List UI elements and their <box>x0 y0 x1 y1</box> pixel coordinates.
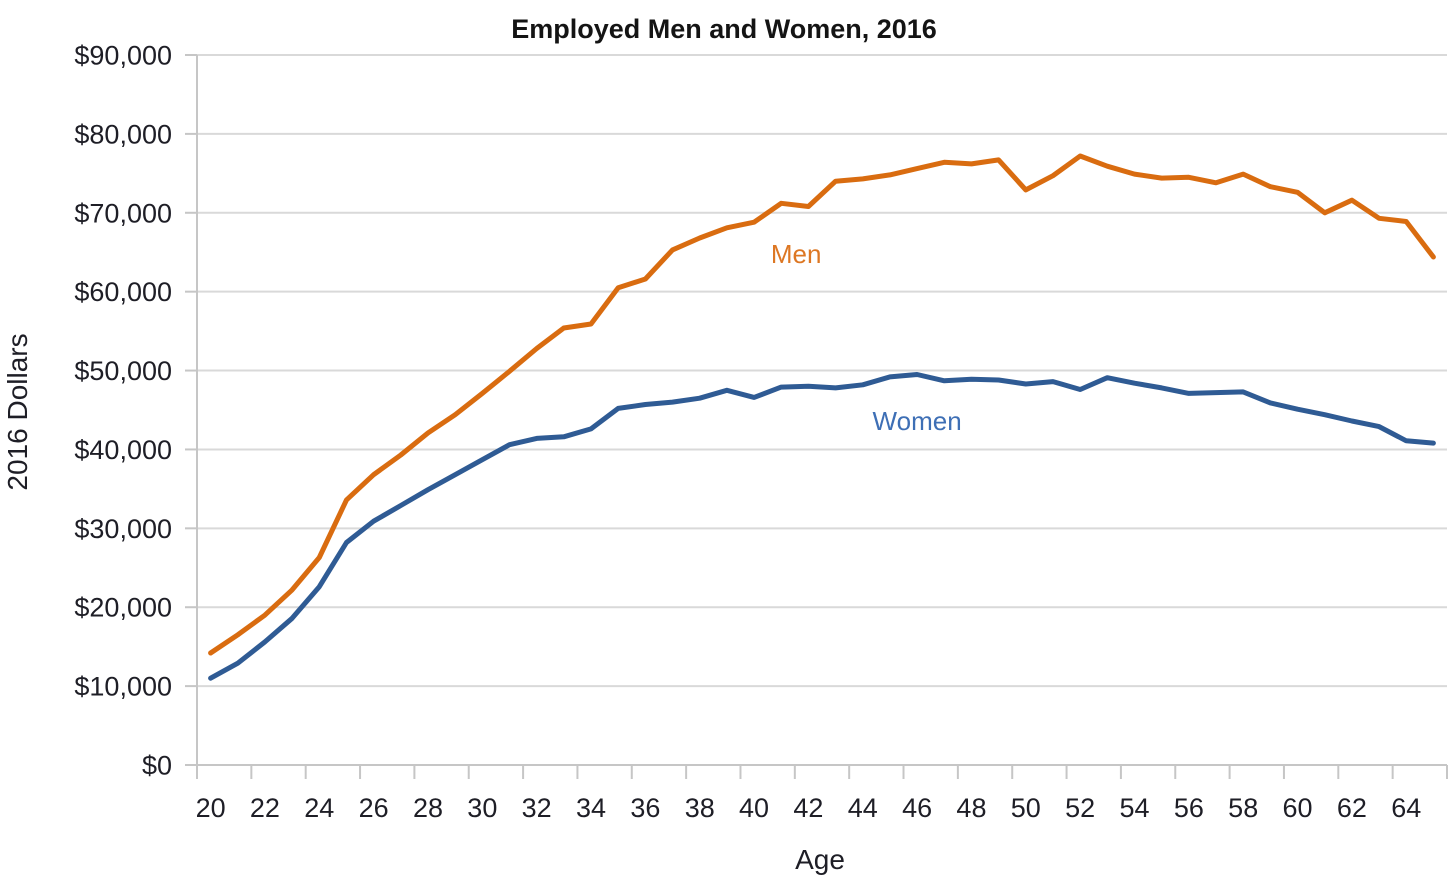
x-tick-label: 30 <box>467 793 497 823</box>
y-tick-label: $60,000 <box>74 277 172 307</box>
x-tick-label: 58 <box>1228 793 1258 823</box>
x-tick-label: 20 <box>196 793 226 823</box>
y-axis-title: 2016 Dollars <box>2 333 33 490</box>
x-tick-label: 28 <box>413 793 443 823</box>
women-line <box>208 372 1436 681</box>
chart-title: Employed Men and Women, 2016 <box>511 14 937 44</box>
x-tick-label: 24 <box>304 793 334 823</box>
y-tick-label: $30,000 <box>74 514 172 544</box>
x-tick-label: 48 <box>956 793 986 823</box>
x-tick-label: 40 <box>739 793 769 823</box>
x-tick-label: 56 <box>1174 793 1204 823</box>
x-tick-label: 22 <box>250 793 280 823</box>
x-tick-label: 34 <box>576 793 606 823</box>
x-tick-label: 60 <box>1283 793 1313 823</box>
x-tick-label: 36 <box>630 793 660 823</box>
x-tick-label: 26 <box>359 793 389 823</box>
x-tick-label: 32 <box>522 793 552 823</box>
men-series-label: Men <box>771 239 822 269</box>
axes <box>185 54 1448 779</box>
y-tick-label: $20,000 <box>74 593 172 623</box>
women-series-label: Women <box>873 406 962 436</box>
y-tick-label: $10,000 <box>74 672 172 702</box>
x-tick-label: 44 <box>848 793 878 823</box>
x-tick-label: 52 <box>1065 793 1095 823</box>
x-tick-label: 46 <box>902 793 932 823</box>
y-tick-label: $90,000 <box>74 41 172 71</box>
y-tick-label: $40,000 <box>74 435 172 465</box>
x-axis-title: Age <box>795 844 845 875</box>
x-tick-label: 62 <box>1337 793 1367 823</box>
x-tick-label: 38 <box>685 793 715 823</box>
x-tick-label: 42 <box>793 793 823 823</box>
series-labels: Men Women <box>771 239 962 436</box>
y-tick-label: $50,000 <box>74 356 172 386</box>
y-tick-label: $0 <box>142 751 172 781</box>
x-tick-label: 54 <box>1119 793 1149 823</box>
y-tick-label: $70,000 <box>74 198 172 228</box>
series-lines <box>208 153 1436 681</box>
men-line <box>208 153 1436 656</box>
tick-labels: $0 $10,000 $20,000 $30,000 $40,000 $50,000 $60… <box>74 41 1421 824</box>
gridlines <box>197 54 1447 766</box>
y-tick-label: $80,000 <box>74 119 172 149</box>
x-tick-label: 50 <box>1011 793 1041 823</box>
x-tick-label: 64 <box>1391 793 1421 823</box>
